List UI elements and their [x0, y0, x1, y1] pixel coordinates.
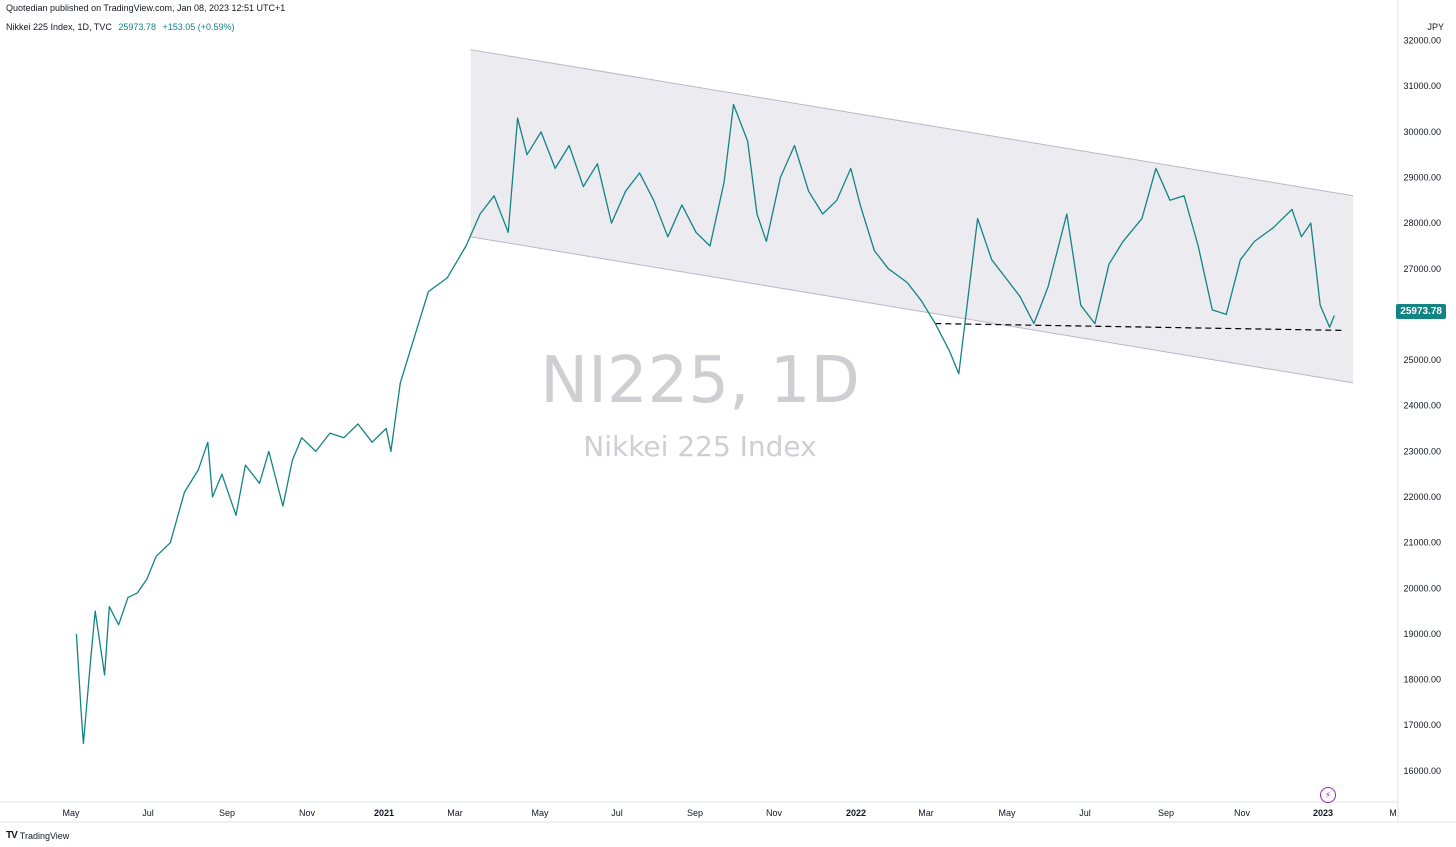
y-tick-label: 30000.00: [1403, 127, 1441, 137]
y-tick-label: 27000.00: [1403, 264, 1441, 274]
chart-legend: Nikkei 225 Index, 1D, TVC 25973.78 +153.…: [6, 22, 239, 32]
x-tick-label: Nov: [1234, 808, 1251, 818]
y-tick-label: 25000.00: [1403, 355, 1441, 365]
y-tick-label: 24000.00: [1403, 401, 1441, 411]
publisher-line: Quotedian published on TradingView.com, …: [6, 3, 286, 13]
x-tick-label: Sep: [687, 808, 703, 818]
y-tick-label: 32000.00: [1403, 36, 1441, 46]
x-tick-label: May: [62, 808, 80, 818]
legend-symbol[interactable]: Nikkei 225 Index, 1D, TVC: [6, 22, 112, 32]
legend-value: 25973.78: [118, 22, 156, 32]
last-price-tag: 25973.78: [1396, 304, 1446, 319]
tradingview-logo-text: TradingView: [19, 830, 70, 841]
y-tick-label: 28000.00: [1403, 218, 1441, 228]
x-tick-label: Nov: [766, 808, 783, 818]
y-tick-label: 22000.00: [1403, 492, 1441, 502]
y-tick-label: 29000.00: [1403, 172, 1441, 182]
x-tick-label: Jul: [611, 808, 623, 818]
y-tick-label: 16000.00: [1403, 766, 1441, 776]
currency-label: JPY: [1427, 22, 1444, 32]
x-tick-label: 2022: [846, 808, 866, 818]
x-tick-label: May: [531, 808, 549, 818]
x-tick-label: May: [998, 808, 1016, 818]
tradingview-logo[interactable]: TV TradingView: [6, 830, 69, 841]
watermark-description: Nikkei 225 Index: [583, 430, 817, 463]
y-tick-label: 18000.00: [1403, 675, 1441, 685]
x-tick-label: Mar: [918, 808, 934, 818]
tradingview-logo-icon: TV: [6, 830, 18, 841]
lightning-icon[interactable]: ⚡: [1320, 787, 1336, 803]
y-tick-label: 19000.00: [1403, 629, 1441, 639]
x-tick-label: Jul: [142, 808, 154, 818]
y-tick-label: 21000.00: [1403, 538, 1441, 548]
x-tick-label: Nov: [299, 808, 316, 818]
support-line: [935, 322, 1344, 332]
x-tick-label: 2023: [1313, 808, 1333, 818]
x-tick-label: M: [1389, 808, 1397, 818]
x-tick-label: Jul: [1079, 808, 1091, 818]
channel-lower-line: [470, 236, 1354, 384]
y-tick-label: 31000.00: [1403, 81, 1441, 91]
price-series-line: [75, 103, 1335, 745]
channel-upper-line: [470, 49, 1354, 197]
channel-fill: [470, 49, 1354, 383]
watermark-symbol: NI225, 1D: [540, 344, 860, 418]
x-tick-label: 2021: [374, 808, 394, 818]
x-tick-label: Sep: [219, 808, 235, 818]
legend-change: +153.05 (+0.59%): [162, 22, 235, 32]
x-tick-label: Sep: [1158, 808, 1174, 818]
y-tick-label: 23000.00: [1403, 446, 1441, 456]
y-tick-label: 20000.00: [1403, 583, 1441, 593]
y-tick-label: 17000.00: [1403, 720, 1441, 730]
x-tick-label: Mar: [447, 808, 463, 818]
